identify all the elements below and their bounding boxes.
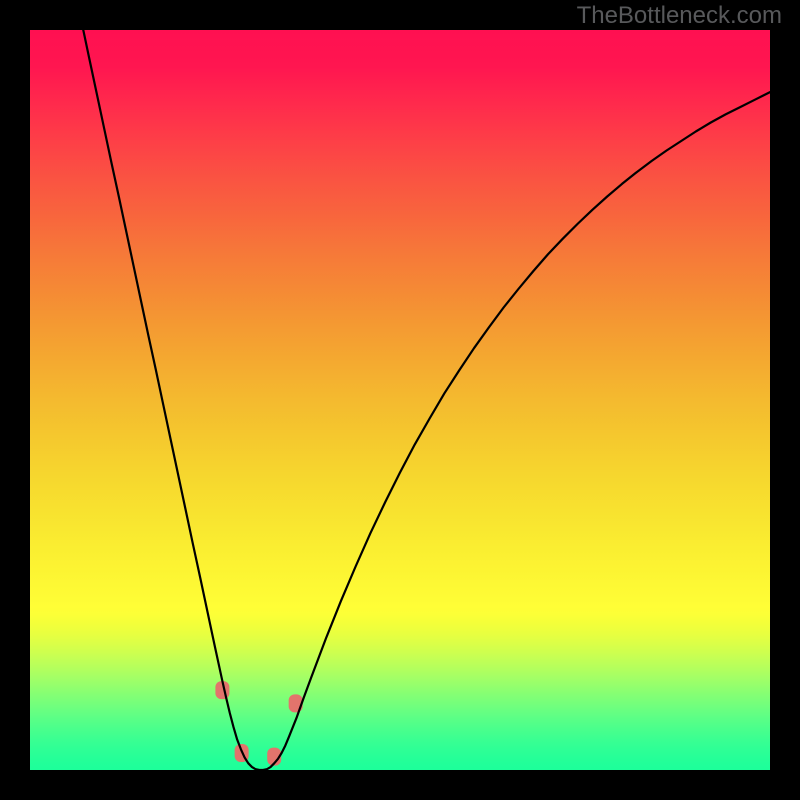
watermark-text: TheBottleneck.com (577, 2, 782, 30)
plot-area (30, 30, 770, 770)
chart-frame: TheBottleneck.com (0, 0, 800, 800)
gradient-background (30, 30, 770, 770)
plot-svg (30, 30, 770, 770)
